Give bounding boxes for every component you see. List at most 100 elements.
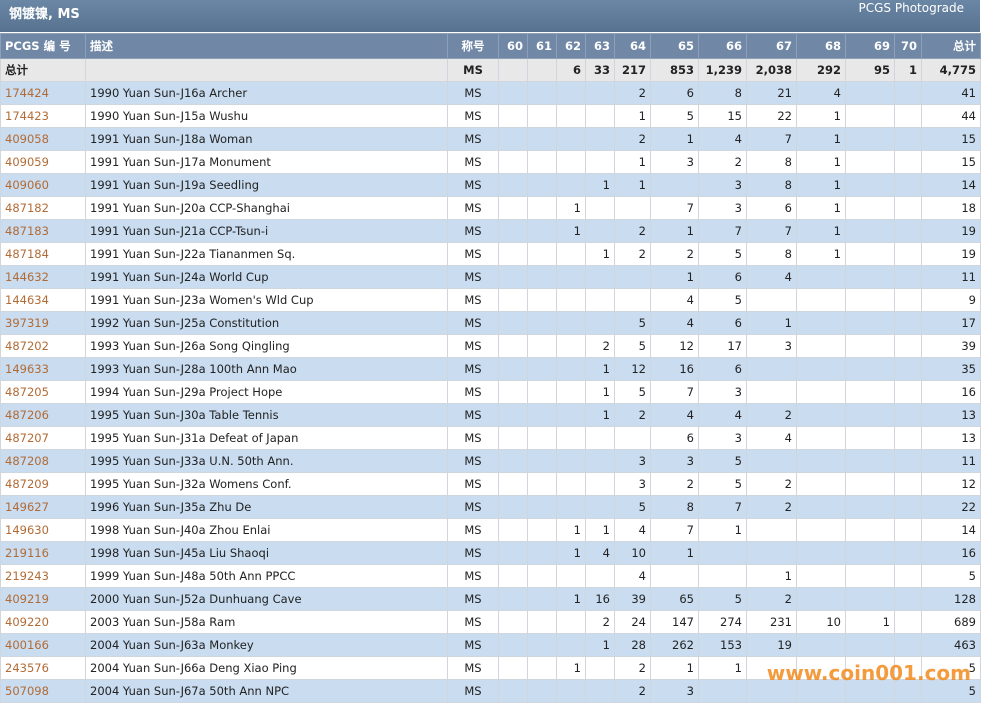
- pcgs-number-link[interactable]: 219243: [5, 569, 49, 583]
- table-cell: 5: [699, 450, 747, 473]
- table-cell: [528, 542, 557, 565]
- table-cell: [557, 358, 586, 381]
- photograde-link[interactable]: PCGS Photograde: [859, 1, 964, 15]
- pcgs-number-link[interactable]: 144632: [5, 270, 49, 284]
- pcgs-number-link[interactable]: 397319: [5, 316, 49, 330]
- table-cell: [586, 197, 615, 220]
- table-cell: [499, 496, 528, 519]
- table-cell: [528, 220, 557, 243]
- pcgs-number-link[interactable]: 487183: [5, 224, 49, 238]
- table-cell: [895, 312, 922, 335]
- pcgs-number-link[interactable]: 487206: [5, 408, 49, 422]
- pcgs-number-link[interactable]: 487207: [5, 431, 49, 445]
- pcgs-number-link[interactable]: 487202: [5, 339, 49, 353]
- table-cell: 7: [747, 220, 797, 243]
- table-cell: 2: [615, 243, 651, 266]
- pcgs-number-link[interactable]: 219116: [5, 546, 49, 560]
- table-cell: [86, 59, 448, 82]
- pcgs-number-link[interactable]: 409219: [5, 592, 49, 606]
- table-cell: 1: [797, 197, 846, 220]
- table-cell: 14: [922, 519, 981, 542]
- table-cell: 153: [699, 634, 747, 657]
- table-cell: 4: [699, 404, 747, 427]
- table-cell: [499, 82, 528, 105]
- table-cell: [895, 381, 922, 404]
- pcgs-number-link[interactable]: 243576: [5, 661, 49, 675]
- table-cell: 1,239: [699, 59, 747, 82]
- table-cell: 5: [699, 473, 747, 496]
- table-cell: [895, 450, 922, 473]
- table-cell: 14: [922, 174, 981, 197]
- table-cell: [895, 427, 922, 450]
- pcgs-number-link[interactable]: 487209: [5, 477, 49, 491]
- pcgs-number-link[interactable]: 409059: [5, 155, 49, 169]
- table-cell: MS: [448, 243, 499, 266]
- table-cell: [615, 427, 651, 450]
- table-cell: 4: [651, 289, 699, 312]
- table-cell: 6: [699, 358, 747, 381]
- table-cell: 1994 Yuan Sun-J29a Project Hope: [86, 381, 448, 404]
- table-cell: 12: [615, 358, 651, 381]
- table-cell: [557, 450, 586, 473]
- table-cell: [499, 473, 528, 496]
- table-cell: 1: [651, 220, 699, 243]
- table-cell: 19: [922, 220, 981, 243]
- table-cell: [499, 680, 528, 703]
- column-header: 65: [651, 34, 699, 59]
- table-cell: 1991 Yuan Sun-J17a Monument: [86, 151, 448, 174]
- table-cell: 2: [651, 243, 699, 266]
- table-cell: 1: [615, 151, 651, 174]
- column-header: 67: [747, 34, 797, 59]
- table-cell: 22: [747, 105, 797, 128]
- pcgs-number-link[interactable]: 487184: [5, 247, 49, 261]
- pcgs-number-link[interactable]: 507098: [5, 684, 49, 698]
- table-cell: 33: [586, 59, 615, 82]
- pcgs-number-link[interactable]: 487182: [5, 201, 49, 215]
- table-cell: 217: [615, 59, 651, 82]
- table-cell: 1991 Yuan Sun-J24a World Cup: [86, 266, 448, 289]
- table-cell: [557, 312, 586, 335]
- table-cell: 6: [651, 427, 699, 450]
- table-cell: [557, 381, 586, 404]
- pcgs-number-link[interactable]: 174424: [5, 86, 49, 100]
- column-header: 70: [895, 34, 922, 59]
- table-cell: 3: [651, 151, 699, 174]
- pcgs-number-link[interactable]: 409058: [5, 132, 49, 146]
- table-cell: 463: [922, 634, 981, 657]
- table-cell: 3: [747, 335, 797, 358]
- table-cell: [557, 243, 586, 266]
- pcgs-number-link[interactable]: 400166: [5, 638, 49, 652]
- table-cell: [528, 243, 557, 266]
- table-cell: [499, 404, 528, 427]
- table-cell: 1995 Yuan Sun-J32a Womens Conf.: [86, 473, 448, 496]
- table-cell: 16: [922, 381, 981, 404]
- table-cell: [499, 59, 528, 82]
- table-cell: 7: [651, 381, 699, 404]
- table-cell: [557, 174, 586, 197]
- table-cell: 400166: [1, 634, 86, 657]
- table-cell: 24: [615, 611, 651, 634]
- table-cell: 174424: [1, 82, 86, 105]
- table-cell: [615, 266, 651, 289]
- table-cell: [528, 105, 557, 128]
- pcgs-number-link[interactable]: 174423: [5, 109, 49, 123]
- table-cell: [499, 151, 528, 174]
- table-cell: 1991 Yuan Sun-J19a Seedling: [86, 174, 448, 197]
- pcgs-number-link[interactable]: 409220: [5, 615, 49, 629]
- table-cell: MS: [448, 197, 499, 220]
- pcgs-number-link[interactable]: 149633: [5, 362, 49, 376]
- pcgs-number-link[interactable]: 409060: [5, 178, 49, 192]
- pcgs-number-link[interactable]: 487208: [5, 454, 49, 468]
- table-cell: MS: [448, 335, 499, 358]
- table-cell: MS: [448, 657, 499, 680]
- table-cell: [586, 496, 615, 519]
- pcgs-number-link[interactable]: 149627: [5, 500, 49, 514]
- pcgs-number-link[interactable]: 149630: [5, 523, 49, 537]
- table-cell: [499, 542, 528, 565]
- pcgs-number-link[interactable]: 144634: [5, 293, 49, 307]
- table-cell: MS: [448, 496, 499, 519]
- pcgs-number-link[interactable]: 487205: [5, 385, 49, 399]
